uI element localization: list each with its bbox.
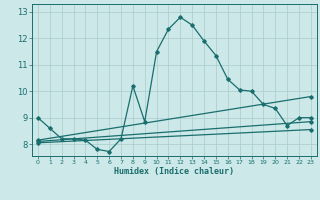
X-axis label: Humidex (Indice chaleur): Humidex (Indice chaleur) — [115, 167, 234, 176]
